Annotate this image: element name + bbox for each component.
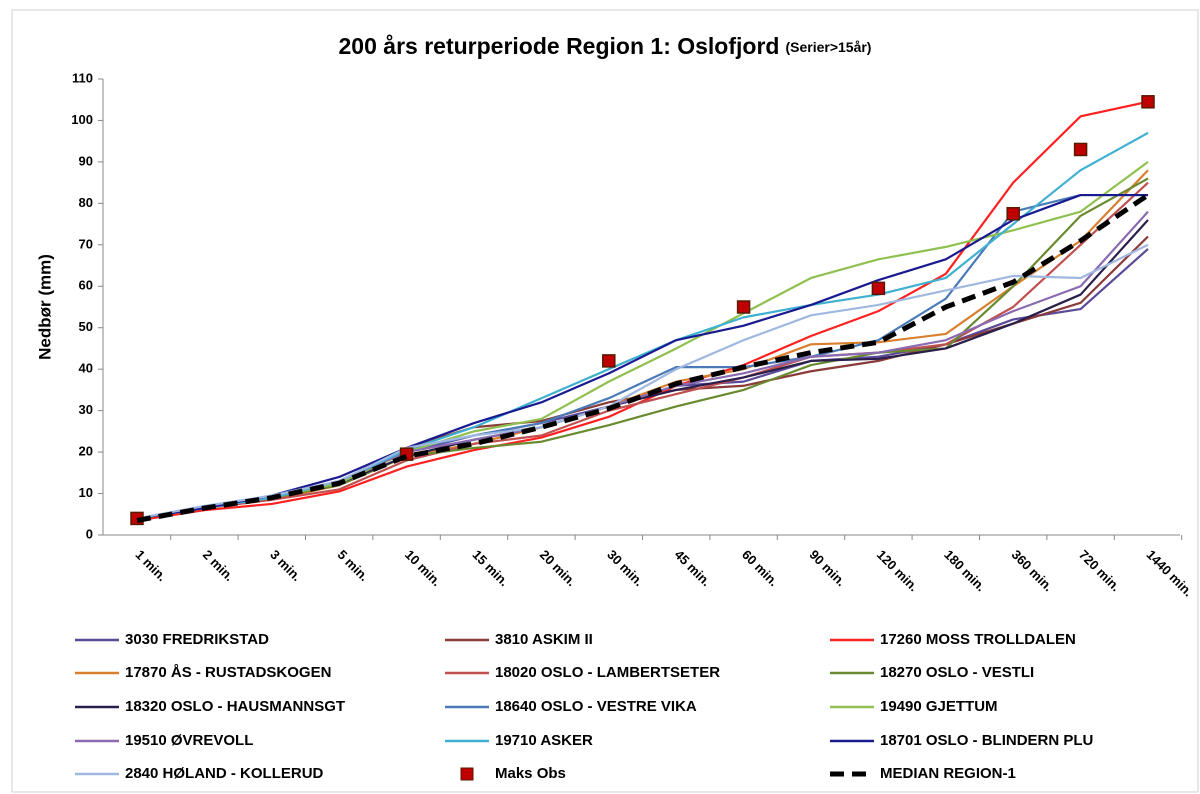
subtitle: (Serier>15år) [785,39,871,55]
series-line [136,193,1148,520]
marker [1006,206,1020,221]
legend-label: 18020 OSLO - LAMBERTSETER [495,664,720,681]
marker [602,354,616,368]
legend-label: MEDIAN REGION-1 [880,765,1016,782]
legend-label: Maks Obs [495,765,566,782]
marker [1073,142,1088,157]
marker [736,300,751,314]
legend-label: 17870 ÅS - RUSTADSKOGEN [125,664,331,681]
y-tick-label: 110 [72,70,93,85]
legend-label: 3810 ASKIM II [495,631,593,648]
legend-label: 19710 ASKER [495,732,593,749]
y-axis-label: Nedbør (mm) [35,254,54,360]
y-tick-label: 30 [79,402,93,417]
legend-label: 19510 ØVREVOLL [125,732,253,749]
y-tick-label: 40 [79,361,93,376]
y-tick-label: 60 [79,278,93,293]
y-tick-label: 20 [79,444,93,459]
marker [1141,95,1155,109]
legend-label: 18701 OSLO - BLINDERN PLU [880,732,1093,749]
chart-frame [11,9,1199,793]
legend-label: 18320 OSLO - HAUSMANNSGT [125,698,345,715]
chart-title: 200 års returperiode Region 1: Oslofjord… [339,33,872,59]
legend-label: 2840 HØLAND - KOLLERUD [125,765,324,782]
y-tick-label: 10 [79,485,93,500]
y-tick-label: 70 [79,236,93,251]
marker [871,281,886,296]
legend-label: 3030 FREDRIKSTAD [125,631,269,648]
y-tick-label: 50 [79,319,93,334]
title: 200 års returperiode Region 1: Oslofjord [339,33,780,59]
legend-label: 18640 OSLO - VESTRE VIKA [495,698,697,715]
series-line [136,243,1149,520]
legend-label: 19490 GJETTUM [880,698,998,715]
y-tick-label: 100 [71,112,93,127]
legend-label: 18270 OSLO - VESTLI [880,664,1034,681]
y-tick-label: 80 [79,195,93,210]
y-tick-label: 90 [79,153,93,168]
legend-label: 17260 MOSS TROLLDALEN [880,631,1076,648]
legend-swatch [460,767,474,781]
y-tick-label: 0 [86,526,93,541]
